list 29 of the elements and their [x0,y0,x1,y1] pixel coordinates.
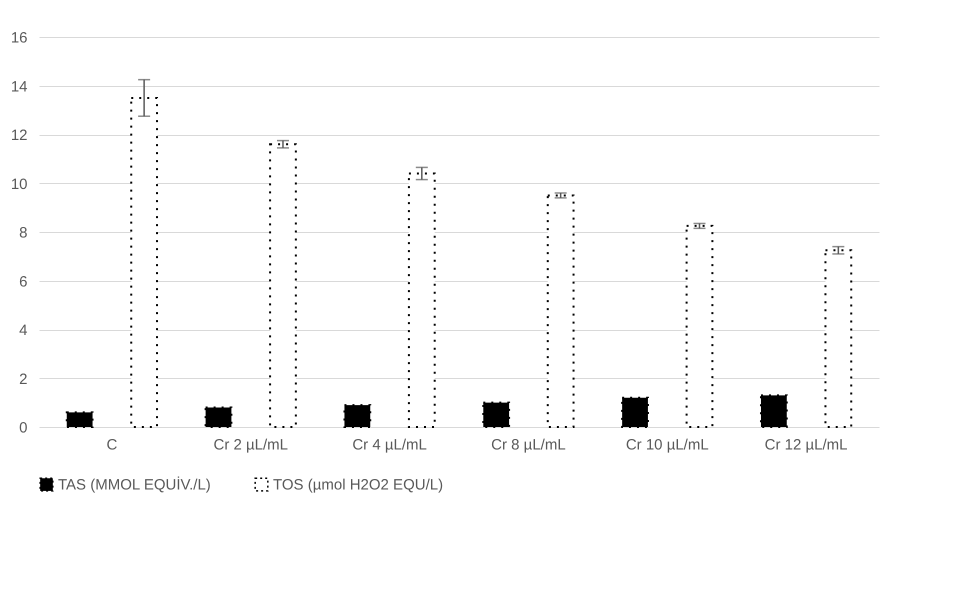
bar [130,96,158,428]
bar [686,224,714,428]
bar [824,249,852,428]
y-tick-label: 4 [19,322,28,339]
bar [621,396,649,428]
y-tick-label: 10 [10,176,28,193]
y-tick-label: 16 [10,30,28,46]
bar [482,402,510,428]
x-tick-label: Cr 12 µL/mL [764,436,848,454]
y-tick-label: 0 [19,420,28,436]
bar [66,411,94,428]
bar [760,394,788,428]
bar [546,194,575,428]
bar [204,406,232,428]
x-tick-label: Cr 8 µL/mL [491,436,566,454]
bar [343,404,372,428]
bar [408,172,436,428]
y-tick-label: 12 [10,127,28,144]
legend-label: TOS (µmol H2O2 EQU/L) [273,476,444,494]
y-tick-label: 14 [10,78,28,96]
bar [269,143,297,428]
x-tick-label: Cr 2 µL/mL [213,436,288,454]
x-tick-label: C [106,436,118,454]
x-tick-label: Cr 4 µL/mL [352,436,427,454]
x-tick-label: Cr 10 µL/mL [626,436,709,454]
y-tick-label: 8 [19,224,28,242]
legend-label: TAS (MMOL EQUİV./L) [58,476,211,494]
y-tick-label: 2 [19,370,28,388]
y-tick-label: 6 [19,273,28,290]
